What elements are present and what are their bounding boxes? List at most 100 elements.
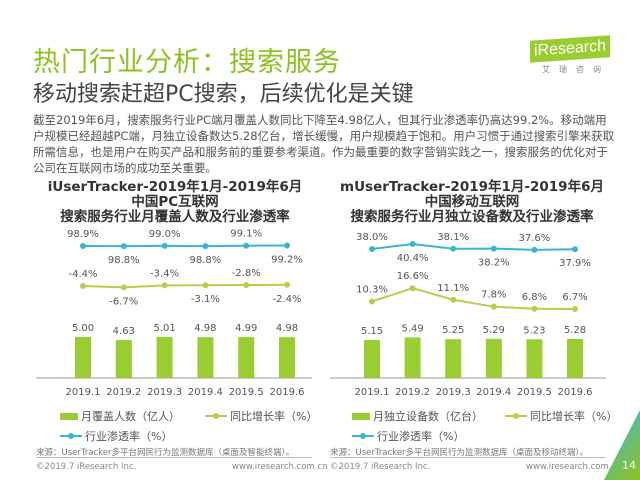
penetration-point — [161, 242, 168, 249]
bar — [279, 337, 295, 378]
copyright: ©2019.7 iResearch Inc. — [330, 462, 431, 472]
bar — [156, 336, 173, 378]
chart-title-pc: iUserTracker-2019年1月-2019年6月 中国PC互联网 搜索服… — [25, 180, 325, 225]
penetration-point — [572, 246, 578, 253]
penetration-point — [243, 242, 250, 249]
growth-data-label: 7.8% — [481, 290, 506, 301]
growth-line — [82, 283, 288, 289]
legend-item-penetration: 行业渗透率（%） — [60, 428, 172, 444]
chart-title-line: 中国PC互联网 — [131, 194, 219, 210]
page-subtitle: 移动搜索赶超PC搜索，后续优化是关键 — [33, 82, 414, 107]
growth-data-label: 10.3% — [356, 284, 388, 295]
bar — [445, 339, 462, 378]
legend-swatch-penetration — [352, 433, 374, 439]
penetration-data-label: 38.0% — [356, 232, 388, 243]
growth-point — [161, 282, 168, 289]
bar — [567, 338, 583, 378]
legend-swatch-penetration — [60, 433, 82, 439]
growth-data-label: -2.8% — [232, 268, 261, 279]
bar — [364, 339, 380, 378]
penetration-point — [490, 245, 497, 252]
bar — [404, 337, 421, 378]
bar-data-label: 4.98 — [276, 323, 298, 334]
page-title: 热门行业分析：搜索服务 — [33, 47, 341, 78]
legend-swatch-growth — [205, 413, 227, 419]
x-tick-label: 2019.1 — [66, 387, 101, 398]
legend-label: 行业渗透率（%） — [85, 430, 173, 443]
penetration-data-label: 38.2% — [478, 258, 510, 269]
growth-point — [80, 283, 86, 289]
growth-point — [409, 285, 416, 292]
bar-data-label: 5.00 — [72, 323, 94, 334]
growth-point — [369, 298, 375, 305]
legend-label: 同比增长率（%） — [530, 410, 618, 423]
x-tick-label: 2019.6 — [558, 387, 593, 398]
x-tick-label: 2019.3 — [436, 387, 471, 398]
bar-data-label: 4.99 — [235, 323, 257, 334]
legend-item-growth: 同比增长率（%） — [205, 408, 317, 424]
growth-point — [531, 305, 538, 312]
bar-data-label: 5.01 — [153, 323, 175, 334]
legend-item-penetration: 行业渗透率（%） — [352, 428, 464, 444]
chart-title-line: 搜索服务行业月独立设备数及行业渗透率 — [350, 209, 594, 225]
website-url[interactable]: www.iresearch.com.cn — [232, 462, 328, 472]
penetration-data-label: 37.9% — [559, 258, 591, 269]
bar-data-label: 4.63 — [113, 326, 135, 337]
legend-swatch-bar — [60, 412, 78, 420]
divider — [36, 457, 312, 458]
legend-label: 行业渗透率（%） — [377, 430, 465, 443]
penetration-point — [450, 245, 457, 252]
legend-label: 同比增长率（%） — [230, 410, 318, 423]
bar-data-label: 5.29 — [483, 325, 505, 336]
growth-data-label: -4.4% — [68, 269, 97, 280]
growth-data-label: 6.7% — [562, 292, 587, 303]
growth-line — [371, 287, 576, 310]
website-url[interactable]: www.iresearch.com.cn — [526, 462, 622, 472]
penetration-data-label: 98.9% — [67, 229, 99, 240]
penetration-data-label: 99.2% — [271, 255, 303, 266]
growth-point — [572, 306, 578, 312]
penetration-data-label: 37.6% — [519, 233, 551, 244]
copyright: ©2019.7 iResearch Inc. — [36, 462, 137, 472]
x-tick-label: 2019.4 — [188, 387, 223, 398]
bar — [485, 338, 502, 378]
growth-data-label: 16.6% — [397, 271, 429, 282]
divider — [330, 457, 606, 458]
penetration-line — [82, 244, 288, 248]
bar-data-label: 5.49 — [401, 323, 423, 334]
penetration-data-label: 40.4% — [397, 253, 429, 264]
legend-swatch-growth — [505, 413, 527, 419]
bar-data-label: 5.15 — [361, 326, 383, 337]
penetration-point — [531, 246, 538, 253]
chart-title-line: 搜索服务行业月覆盖人数及行业渗透率 — [60, 209, 290, 225]
growth-point — [450, 296, 457, 303]
penetration-point — [80, 243, 86, 249]
growth-point — [243, 282, 250, 289]
bar — [75, 337, 91, 378]
legend-label: 月覆盖人数（亿人） — [81, 410, 180, 423]
growth-data-label: -3.1% — [191, 294, 220, 305]
penetration-point — [120, 243, 127, 250]
bar — [197, 337, 214, 378]
growth-data-label: 6.8% — [522, 292, 547, 303]
penetration-point — [369, 246, 375, 252]
chart-title-line: mUserTracker-2019年1月-2019年6月 — [340, 179, 604, 195]
bar-data-label: 5.23 — [523, 325, 545, 336]
penetration-data-label: 98.8% — [108, 255, 140, 266]
chart-title-line: 中国移动互联网 — [424, 194, 520, 210]
bar — [115, 340, 132, 378]
growth-data-label: -6.7% — [109, 296, 138, 307]
source-note-pc: 来源：UserTracker多平台网民行为监测数据库（桌面及智能终端）。 — [36, 448, 295, 458]
legend-swatch-bar — [352, 412, 370, 420]
penetration-data-label: 99.1% — [230, 229, 262, 240]
x-tick-label: 2019.4 — [476, 387, 511, 398]
chart-title-line: iUserTracker-2019年1月-2019年6月 — [47, 179, 303, 195]
penetration-point — [409, 240, 416, 247]
penetration-line — [371, 242, 576, 251]
iresearch-logo: iResearch 艾瑞咨询 — [530, 35, 610, 75]
bar — [238, 337, 255, 378]
x-tick-label: 2019.2 — [395, 387, 430, 398]
bar-data-label: 4.98 — [194, 323, 216, 334]
